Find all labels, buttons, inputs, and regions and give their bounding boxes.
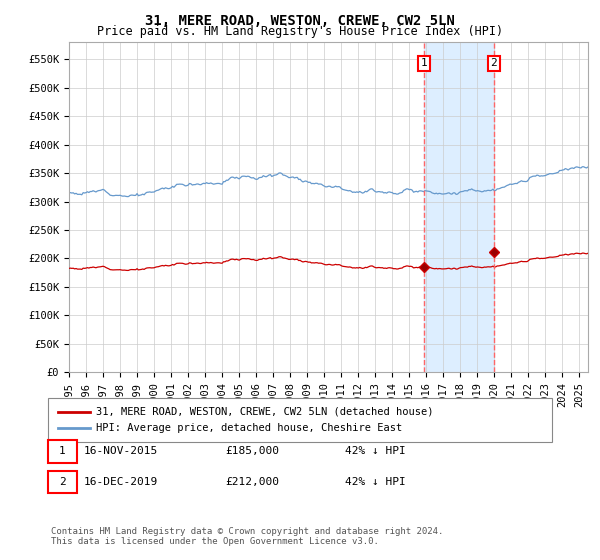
Text: 16-NOV-2015: 16-NOV-2015: [84, 446, 158, 456]
Text: 2: 2: [490, 58, 497, 68]
Text: 1: 1: [421, 58, 428, 68]
Text: 42% ↓ HPI: 42% ↓ HPI: [345, 477, 406, 487]
Text: 31, MERE ROAD, WESTON, CREWE, CW2 5LN (detached house): 31, MERE ROAD, WESTON, CREWE, CW2 5LN (d…: [96, 407, 433, 417]
Text: 31, MERE ROAD, WESTON, CREWE, CW2 5LN: 31, MERE ROAD, WESTON, CREWE, CW2 5LN: [145, 14, 455, 28]
Text: 2: 2: [59, 477, 66, 487]
Text: 42% ↓ HPI: 42% ↓ HPI: [345, 446, 406, 456]
Text: £185,000: £185,000: [225, 446, 279, 456]
Text: 16-DEC-2019: 16-DEC-2019: [84, 477, 158, 487]
Text: 1: 1: [59, 446, 66, 456]
Text: Price paid vs. HM Land Registry's House Price Index (HPI): Price paid vs. HM Land Registry's House …: [97, 25, 503, 38]
Text: £212,000: £212,000: [225, 477, 279, 487]
Bar: [424, 42, 494, 372]
Text: HPI: Average price, detached house, Cheshire East: HPI: Average price, detached house, Ches…: [96, 423, 402, 433]
Text: Contains HM Land Registry data © Crown copyright and database right 2024.
This d: Contains HM Land Registry data © Crown c…: [51, 526, 443, 546]
